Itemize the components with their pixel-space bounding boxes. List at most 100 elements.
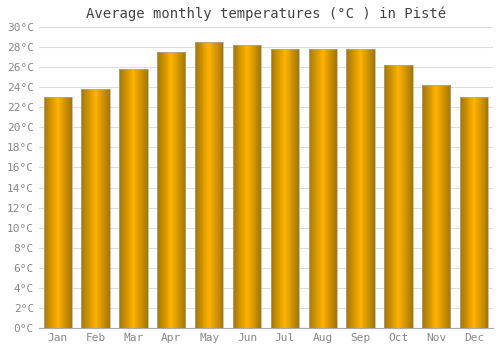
Bar	[121, 69, 122, 328]
Bar	[184, 52, 186, 328]
Bar	[109, 89, 110, 328]
Bar	[283, 49, 284, 328]
Bar	[216, 42, 217, 328]
Bar	[349, 49, 350, 328]
Bar	[159, 52, 160, 328]
Bar	[146, 69, 148, 328]
Bar	[94, 89, 96, 328]
Bar	[134, 69, 136, 328]
Bar	[53, 97, 54, 328]
Bar	[54, 97, 55, 328]
Bar	[287, 49, 288, 328]
Bar	[388, 65, 389, 328]
Bar	[356, 49, 357, 328]
Bar	[335, 49, 336, 328]
Bar	[392, 65, 393, 328]
Bar	[143, 69, 144, 328]
Bar	[475, 97, 476, 328]
Bar	[50, 97, 51, 328]
Bar	[313, 49, 314, 328]
Bar	[168, 52, 170, 328]
Bar	[87, 89, 88, 328]
Bar	[88, 89, 89, 328]
Bar	[427, 85, 428, 328]
Bar	[243, 45, 244, 328]
Bar	[58, 97, 59, 328]
Bar	[166, 52, 168, 328]
Bar	[174, 52, 175, 328]
Bar	[481, 97, 482, 328]
Bar	[355, 49, 356, 328]
Bar	[91, 89, 92, 328]
Bar	[334, 49, 335, 328]
Bar	[422, 85, 423, 328]
Bar	[106, 89, 107, 328]
Bar	[220, 42, 222, 328]
Bar	[249, 45, 250, 328]
Bar	[437, 85, 438, 328]
Bar	[196, 42, 197, 328]
Bar	[92, 89, 93, 328]
Bar	[317, 49, 318, 328]
Bar	[236, 45, 238, 328]
Bar	[82, 89, 110, 328]
Bar	[71, 97, 72, 328]
Bar	[86, 89, 87, 328]
Bar	[128, 69, 130, 328]
Bar	[368, 49, 369, 328]
Bar	[49, 97, 50, 328]
Bar	[89, 89, 90, 328]
Bar	[144, 69, 145, 328]
Bar	[423, 85, 424, 328]
Bar	[276, 49, 278, 328]
Bar	[270, 49, 272, 328]
Bar	[162, 52, 163, 328]
Bar	[157, 52, 186, 328]
Bar	[212, 42, 213, 328]
Bar	[484, 97, 486, 328]
Bar	[448, 85, 450, 328]
Bar	[164, 52, 166, 328]
Bar	[105, 89, 106, 328]
Bar	[312, 49, 314, 328]
Bar	[56, 97, 57, 328]
Bar	[173, 52, 174, 328]
Bar	[357, 49, 358, 328]
Bar	[410, 65, 412, 328]
Bar	[424, 85, 425, 328]
Bar	[178, 52, 179, 328]
Bar	[138, 69, 139, 328]
Bar	[322, 49, 323, 328]
Bar	[234, 45, 235, 328]
Bar	[373, 49, 374, 328]
Bar	[370, 49, 371, 328]
Bar	[272, 49, 274, 328]
Bar	[392, 65, 394, 328]
Bar	[409, 65, 410, 328]
Bar	[244, 45, 245, 328]
Bar	[122, 69, 123, 328]
Bar	[308, 49, 310, 328]
Bar	[358, 49, 360, 328]
Bar	[96, 89, 98, 328]
Bar	[350, 49, 351, 328]
Bar	[100, 89, 102, 328]
Bar	[163, 52, 164, 328]
Bar	[360, 49, 362, 328]
Bar	[180, 52, 181, 328]
Bar	[290, 49, 292, 328]
Bar	[119, 69, 120, 328]
Bar	[214, 42, 215, 328]
Bar	[410, 65, 411, 328]
Bar	[69, 97, 70, 328]
Bar	[468, 97, 469, 328]
Bar	[442, 85, 443, 328]
Bar	[279, 49, 280, 328]
Bar	[408, 65, 409, 328]
Bar	[246, 45, 247, 328]
Bar	[240, 45, 242, 328]
Bar	[320, 49, 321, 328]
Bar	[308, 49, 337, 328]
Bar	[218, 42, 220, 328]
Bar	[82, 89, 84, 328]
